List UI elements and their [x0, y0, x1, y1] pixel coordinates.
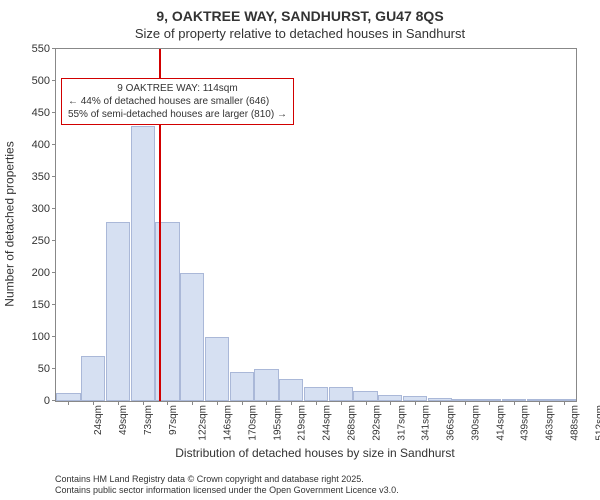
histogram-bar — [329, 387, 353, 401]
x-tick-mark — [93, 401, 94, 405]
histogram-bar — [106, 222, 130, 401]
x-tick-mark — [143, 401, 144, 405]
x-tick-label: 317sqm — [396, 405, 407, 441]
x-tick-label: 463sqm — [545, 405, 556, 441]
y-tick-mark — [52, 304, 56, 305]
y-tick-label: 300 — [32, 203, 56, 215]
y-tick-mark — [52, 272, 56, 273]
x-tick-mark — [514, 401, 515, 405]
x-tick-label: 170sqm — [248, 405, 259, 441]
footer-line-1: Contains HM Land Registry data © Crown c… — [55, 474, 399, 485]
y-tick-label: 150 — [32, 299, 56, 311]
histogram-bar — [304, 387, 328, 401]
x-tick-label: 73sqm — [143, 405, 154, 435]
x-tick-label: 414sqm — [495, 405, 506, 441]
footer-attribution: Contains HM Land Registry data © Crown c… — [55, 474, 399, 497]
x-tick-mark — [192, 401, 193, 405]
x-tick-label: 268sqm — [347, 405, 358, 441]
chart-title: 9, OAKTREE WAY, SANDHURST, GU47 8QS — [0, 8, 600, 24]
x-axis-label: Distribution of detached houses by size … — [55, 446, 575, 460]
y-tick-label: 200 — [32, 267, 56, 279]
histogram-bar — [230, 372, 254, 401]
x-tick-mark — [539, 401, 540, 405]
x-tick-label: 390sqm — [470, 405, 481, 441]
histogram-bar — [56, 393, 80, 401]
y-tick-mark — [52, 80, 56, 81]
y-tick-mark — [52, 208, 56, 209]
histogram-bar — [81, 356, 105, 401]
x-tick-mark — [489, 401, 490, 405]
y-tick-label: 350 — [32, 171, 56, 183]
x-tick-label: 49sqm — [118, 405, 129, 435]
y-axis-label: Number of detached properties — [2, 48, 18, 400]
y-tick-mark — [52, 176, 56, 177]
histogram-bar — [279, 379, 303, 401]
x-tick-mark — [217, 401, 218, 405]
x-tick-mark — [242, 401, 243, 405]
y-tick-label: 100 — [32, 331, 56, 343]
x-tick-label: 292sqm — [371, 405, 382, 441]
x-tick-label: 488sqm — [569, 405, 580, 441]
x-tick-mark — [341, 401, 342, 405]
y-tick-label: 0 — [44, 395, 56, 407]
y-tick-label: 250 — [32, 235, 56, 247]
chart-subtitle: Size of property relative to detached ho… — [0, 26, 600, 41]
x-tick-label: 366sqm — [446, 405, 457, 441]
x-tick-mark — [68, 401, 69, 405]
y-tick-mark — [52, 336, 56, 337]
y-tick-label: 450 — [32, 107, 56, 119]
y-tick-label: 400 — [32, 139, 56, 151]
x-tick-label: 244sqm — [322, 405, 333, 441]
annotation-line: 9 OAKTREE WAY: 114sqm — [68, 82, 287, 95]
y-tick-mark — [52, 112, 56, 113]
x-tick-mark — [118, 401, 119, 405]
annotation-line: 55% of semi-detached houses are larger (… — [68, 108, 287, 121]
x-tick-label: 439sqm — [520, 405, 531, 441]
plot-area: 05010015020025030035040045050055024sqm49… — [55, 48, 577, 402]
histogram-bar — [254, 369, 278, 401]
x-tick-mark — [564, 401, 565, 405]
y-tick-mark — [52, 368, 56, 369]
x-tick-mark — [167, 401, 168, 405]
x-tick-mark — [440, 401, 441, 405]
x-tick-mark — [390, 401, 391, 405]
y-tick-label: 550 — [32, 43, 56, 55]
y-tick-mark — [52, 48, 56, 49]
annotation-box: 9 OAKTREE WAY: 114sqm← 44% of detached h… — [61, 78, 294, 125]
x-tick-mark — [366, 401, 367, 405]
y-tick-mark — [52, 240, 56, 241]
y-tick-mark — [52, 144, 56, 145]
x-tick-label: 122sqm — [198, 405, 209, 441]
x-tick-mark — [266, 401, 267, 405]
histogram-bar — [205, 337, 229, 401]
y-tick-label: 50 — [38, 363, 56, 375]
x-tick-mark — [465, 401, 466, 405]
x-tick-label: 97sqm — [168, 405, 179, 435]
x-tick-label: 341sqm — [421, 405, 432, 441]
y-tick-label: 500 — [32, 75, 56, 87]
x-tick-label: 512sqm — [594, 405, 600, 441]
x-tick-mark — [291, 401, 292, 405]
x-tick-label: 219sqm — [297, 405, 308, 441]
chart-container: 9, OAKTREE WAY, SANDHURST, GU47 8QS Size… — [0, 0, 600, 500]
x-tick-label: 195sqm — [272, 405, 283, 441]
histogram-bar — [131, 126, 155, 401]
x-tick-mark — [415, 401, 416, 405]
histogram-bar — [353, 391, 377, 401]
x-tick-label: 146sqm — [223, 405, 234, 441]
annotation-line: ← 44% of detached houses are smaller (64… — [68, 95, 287, 108]
histogram-bar — [180, 273, 204, 401]
x-tick-label: 24sqm — [93, 405, 104, 435]
x-tick-mark — [316, 401, 317, 405]
footer-line-2: Contains public sector information licen… — [55, 485, 399, 496]
